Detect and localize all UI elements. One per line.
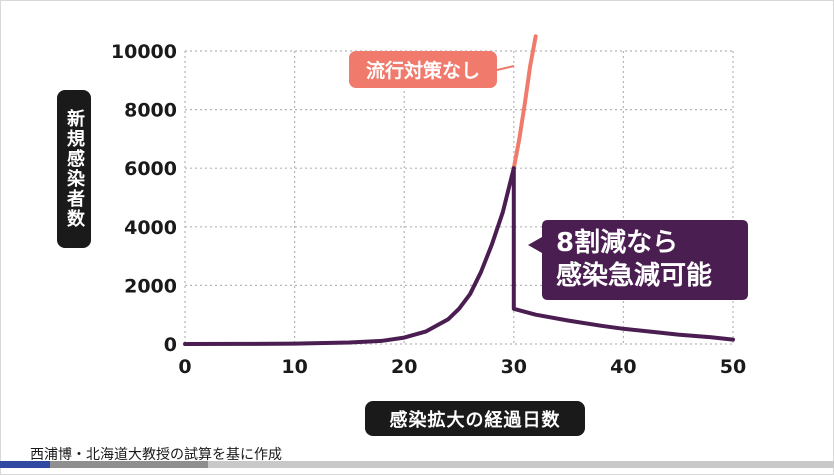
annotation-text-80pct-line: 8割減なら (556, 227, 678, 258)
series-line-80pct-reduction (183, 166, 735, 346)
x-axis-label-box: 感染拡大の経過日数 (365, 401, 585, 436)
y-tick-label: 4000 (124, 217, 177, 239)
y-tick-label: 8000 (124, 100, 177, 122)
series-line-no-measures (511, 34, 538, 171)
annotation-box-no-measures (349, 51, 497, 88)
x-tick-label: 40 (610, 356, 636, 378)
x-axis-label: 感染拡大の経過日数 (389, 409, 561, 431)
y-tick-label: 0 (164, 334, 177, 356)
x-tick-label: 50 (720, 356, 746, 378)
annotation-box-80pct (528, 220, 748, 300)
video-buffer-fill (50, 461, 209, 468)
video-progress-bar[interactable] (0, 461, 834, 468)
y-axis-label-box: 新規感染者数 (57, 90, 91, 248)
y-tick-label: 6000 (124, 158, 177, 180)
x-tick-label: 20 (391, 356, 417, 378)
annotation-text-80pct-line: 感染急減可能 (556, 260, 712, 291)
video-progress-fill (0, 461, 51, 468)
source-note: 西浦博・北海道大教授の試算を基に作成 (30, 447, 282, 463)
annotation-leader (496, 65, 515, 71)
y-tick-label: 10000 (111, 41, 177, 63)
x-tick-label: 0 (178, 356, 191, 378)
y-axis-label: 新規感染者数 (64, 109, 85, 229)
y-tick-label: 2000 (124, 275, 177, 297)
annotation-text-no-measures: 流行対策なし (366, 59, 480, 82)
x-tick-label: 10 (281, 356, 307, 378)
x-tick-label: 30 (501, 356, 527, 378)
